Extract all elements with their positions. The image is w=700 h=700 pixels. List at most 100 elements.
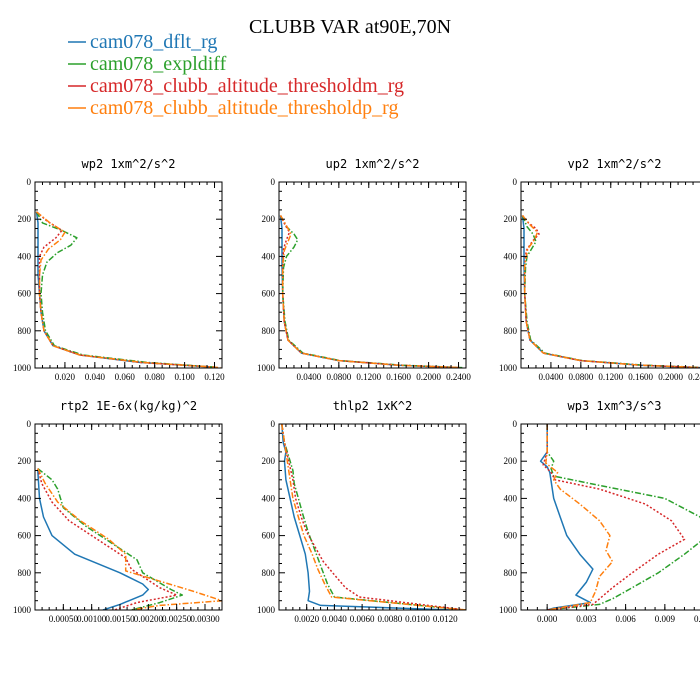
y-tick-label: 1000: [13, 605, 32, 615]
y-tick-label: 1000: [499, 363, 518, 373]
y-tick-label: 0: [27, 177, 32, 187]
x-tick-label: 0.000: [537, 614, 558, 624]
series-line: [37, 468, 178, 610]
y-tick-label: 400: [18, 251, 32, 261]
y-tick-label: 1000: [257, 363, 276, 373]
y-tick-label: 200: [262, 214, 276, 224]
plot-frame: [34, 423, 223, 611]
series-line: [546, 424, 700, 610]
series-line: [279, 215, 459, 368]
y-tick-label: 600: [18, 289, 32, 299]
legend-item: cam078_dflt_rg: [68, 31, 217, 53]
y-tick-label: 200: [18, 456, 32, 466]
y-tick-label: 200: [18, 214, 32, 224]
legend-label: cam078_clubb_altitude_thresholdm_rg: [90, 75, 404, 97]
series-line: [37, 468, 222, 610]
series-line: [35, 211, 215, 368]
series-line: [521, 215, 700, 368]
x-tick-label: 0.120: [204, 372, 225, 382]
x-tick-label: 0.2000: [658, 372, 683, 382]
x-tick-label: 0.0040: [322, 614, 347, 624]
series-line: [542, 424, 686, 610]
series-line: [37, 470, 150, 610]
x-tick-label: 0.0080: [377, 614, 402, 624]
series-line: [281, 424, 453, 610]
y-tick-label: 1000: [13, 363, 32, 373]
x-tick-label: 0.2400: [446, 372, 471, 382]
y-tick-label: 800: [504, 568, 518, 578]
y-tick-label: 800: [504, 326, 518, 336]
x-tick-label: 0.2400: [688, 372, 700, 382]
panel-title: up2 1xm^2/s^2: [326, 157, 420, 171]
series-line: [279, 215, 463, 368]
panel-title: wp3 1xm^3/s^3: [568, 399, 662, 413]
series-line: [279, 215, 461, 368]
y-tick-label: 1000: [499, 605, 518, 615]
x-tick-label: 0.0800: [568, 372, 593, 382]
y-tick-label: 400: [262, 251, 276, 261]
series-group: [539, 424, 700, 610]
chart-panel: thlp2 1xK^2 0 200 400 600 800 1000 0.0020 0.0040…: [257, 399, 467, 624]
x-tick-label: 0.003: [576, 614, 597, 624]
legend-item: cam078_clubb_altitude_thresholdp_rg: [68, 97, 398, 119]
x-tick-label: 0.040: [85, 372, 106, 382]
series-line: [545, 424, 614, 610]
panel-title: vp2 1xm^2/s^2: [568, 157, 662, 171]
chart-panel: vp2 1xm^2/s^2 0 200 400 600 800 1000 0.0400 0.08…: [499, 157, 700, 382]
legend-item: cam078_expldiff: [68, 53, 227, 75]
y-tick-label: 200: [504, 214, 518, 224]
legend: cam078_dflt_rgcam078_expldiffcam078_club…: [68, 31, 404, 119]
chart-panel: up2 1xm^2/s^2 0 200 400 600 800 1000 0.0400 0.08…: [257, 157, 471, 382]
x-tick-label: 0.0060: [350, 614, 375, 624]
series-group: [35, 211, 221, 368]
series-group: [37, 468, 222, 610]
x-tick-label: 0.0400: [297, 372, 322, 382]
legend-label: cam078_dflt_rg: [90, 31, 217, 53]
series-group: [281, 424, 466, 610]
panels: wp2 1xm^2/s^2 0 200 400 600 800 1000 0.020 0.040…: [13, 157, 700, 624]
chart-panel: wp3 1xm^3/s^3 0 200 400 600 800 1000 0.000 0.003…: [499, 399, 700, 624]
y-tick-label: 800: [262, 326, 276, 336]
x-tick-label: 0.1600: [628, 372, 653, 382]
x-tick-label: 0.1600: [386, 372, 411, 382]
x-tick-label: 0.2000: [416, 372, 441, 382]
x-tick-label: 0.00100: [77, 614, 107, 624]
x-tick-label: 0.0100: [405, 614, 430, 624]
y-tick-label: 600: [504, 531, 518, 541]
x-tick-label: 0.00150: [105, 614, 135, 624]
series-line: [281, 424, 466, 610]
y-tick-label: 800: [262, 568, 276, 578]
y-tick-label: 600: [18, 531, 32, 541]
x-tick-label: 0.080: [145, 372, 166, 382]
y-tick-label: 1000: [257, 605, 276, 615]
x-tick-label: 0.00250: [162, 614, 192, 624]
y-tick-label: 200: [504, 456, 518, 466]
x-tick-label: 0.0800: [326, 372, 351, 382]
y-tick-label: 800: [18, 568, 32, 578]
x-tick-label: 0.020: [55, 372, 76, 382]
x-tick-label: 0.060: [115, 372, 136, 382]
series-group: [521, 215, 700, 368]
chart-panel: rtp2 1E-6x(kg/kg)^2 0 200 400 600 800 1000 0.00…: [13, 399, 223, 624]
plot-frame: [520, 181, 700, 369]
y-tick-label: 600: [262, 289, 276, 299]
y-tick-label: 400: [262, 493, 276, 503]
plot-frame: [278, 423, 467, 611]
x-tick-label: 0.1200: [598, 372, 623, 382]
chart-panel: wp2 1xm^2/s^2 0 200 400 600 800 1000 0.020 0.040…: [13, 157, 225, 382]
y-tick-label: 0: [27, 419, 32, 429]
legend-item: cam078_clubb_altitude_thresholdm_rg: [68, 75, 404, 97]
x-tick-label: 0.009: [655, 614, 676, 624]
y-tick-label: 600: [504, 289, 518, 299]
y-tick-label: 200: [262, 456, 276, 466]
series-line: [521, 215, 700, 368]
legend-label: cam078_clubb_altitude_thresholdp_rg: [90, 97, 398, 119]
x-tick-label: 0.0120: [433, 614, 458, 624]
x-tick-label: 0.006: [615, 614, 636, 624]
series-line: [279, 215, 459, 368]
x-tick-label: 0.100: [174, 372, 195, 382]
panel-title: wp2 1xm^2/s^2: [82, 157, 176, 171]
series-line: [36, 211, 215, 368]
plot-frame: [278, 181, 467, 369]
